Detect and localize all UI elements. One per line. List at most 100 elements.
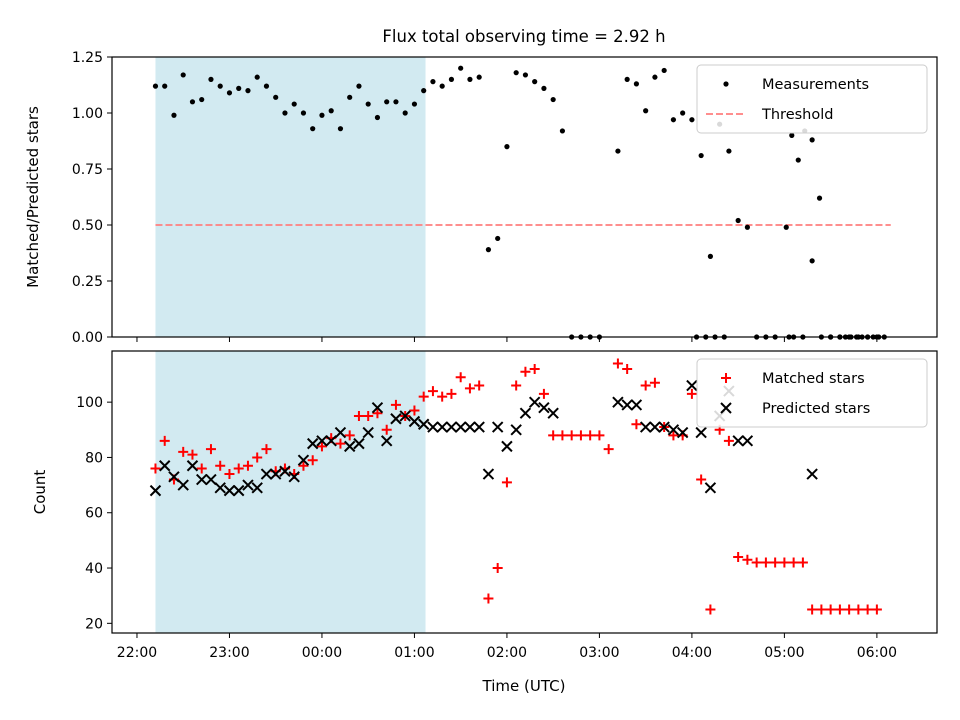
- predicted-stars-point: [704, 482, 717, 494]
- predicted-stars-point: [612, 396, 624, 408]
- predicted-stars-point: [233, 484, 245, 497]
- predicted-stars-point: [186, 460, 199, 472]
- predicted-stars-point: [223, 484, 236, 497]
- measurement-point: [643, 108, 649, 114]
- measurement-point: [495, 235, 501, 242]
- predicted-stars-point: [686, 379, 698, 392]
- matched-stars-point: [871, 604, 882, 615]
- matched-stars-point: [390, 399, 401, 410]
- predicted-stars-point: [464, 421, 476, 433]
- measurement-point: [670, 117, 677, 123]
- matched-stars-point: [723, 435, 734, 446]
- matched-stars-point: [603, 444, 614, 455]
- measurement-point: [254, 74, 260, 80]
- measurement-point: [485, 247, 492, 253]
- predicted-stars-point: [547, 407, 559, 419]
- predicted-stars-point: [316, 435, 328, 447]
- measurement-point: [319, 112, 325, 118]
- matched-stars-point: [178, 446, 189, 457]
- x-tick-label: 06:00: [857, 645, 897, 661]
- x-tick-label: 02:00: [487, 645, 527, 661]
- predicted-stars-point: [417, 418, 430, 430]
- y-tick-label: 60: [85, 506, 103, 522]
- measurement-point: [365, 101, 371, 107]
- measurement-point: [236, 85, 242, 91]
- matched-stars-point: [381, 424, 392, 435]
- matched-stars-point: [409, 405, 420, 416]
- matched-stars-point: [501, 477, 512, 488]
- legend-label: Predicted stars: [762, 401, 870, 417]
- predicted-stars-point: [658, 421, 670, 433]
- predicted-stars-point: [353, 437, 365, 450]
- matched-stars-point: [770, 557, 781, 568]
- matched-stars-point: [751, 557, 762, 568]
- y-tick-label: 100: [76, 395, 103, 411]
- measurement-point: [384, 99, 390, 105]
- measurement-point: [789, 132, 795, 138]
- predicted-stars-point: [445, 421, 458, 433]
- predicted-stars-point: [380, 435, 393, 447]
- predicted-stars-point: [343, 440, 356, 453]
- matched-stars-point: [705, 604, 716, 615]
- measurement-point: [347, 94, 353, 100]
- measurement-point: [744, 224, 750, 230]
- measurement-point: [707, 253, 714, 259]
- matched-stars-point: [686, 388, 697, 399]
- matched-stars-point: [363, 410, 374, 421]
- measurement-point: [504, 144, 510, 150]
- predicted-stars-point: [667, 424, 680, 436]
- count-panel: 20 40 60 80 100 22:00 23:00 00:00 01:00 02:00 03:0…: [31, 350, 938, 661]
- predicted-stars-point: [501, 440, 513, 453]
- matched-stars-point: [742, 554, 753, 565]
- measurement-point: [439, 83, 445, 89]
- measurement-point: [328, 108, 334, 114]
- matched-stars-point: [557, 430, 568, 441]
- matched-stars-point: [437, 391, 448, 402]
- x-axis-label: Time (UTC): [482, 677, 566, 695]
- matched-stars-point: [797, 557, 808, 568]
- predicted-stars-point: [639, 421, 652, 433]
- measurement-point: [189, 99, 196, 105]
- measurement-point: [393, 99, 399, 105]
- matched-stars-point: [622, 363, 633, 374]
- matched-stars-point: [548, 430, 559, 441]
- predicted-stars-point: [427, 421, 439, 433]
- predicted-stars-point: [334, 426, 347, 439]
- measurement-point: [430, 79, 436, 85]
- legend-box: [696, 358, 928, 428]
- matched-stars-point: [316, 441, 327, 452]
- predicted-stars-point: [482, 468, 495, 480]
- measurement-point: [458, 65, 464, 71]
- measurement-point: [698, 152, 704, 159]
- predicted-stars-point: [510, 424, 522, 436]
- measurement-point: [550, 96, 556, 103]
- matched-stars-point: [353, 410, 364, 421]
- y-tick-label: 80: [85, 450, 103, 466]
- matched-stars-point: [853, 604, 864, 615]
- predicted-stars-point: [288, 471, 300, 483]
- y-tick-label: 0.75: [72, 162, 103, 178]
- plot-frame: [111, 56, 938, 338]
- matched-stars-point: [474, 380, 485, 391]
- matched-stars-point: [335, 438, 346, 449]
- predicted-stars-point: [269, 468, 282, 480]
- measurement-point: [522, 72, 529, 78]
- measurement-point: [615, 148, 621, 154]
- matched-stars-point: [150, 463, 161, 474]
- measurement-point: [633, 81, 640, 87]
- measurement-point: [208, 76, 214, 82]
- predicted-stars-point: [621, 399, 633, 411]
- predicted-stars-point: [325, 435, 337, 447]
- predicted-stars-point: [371, 401, 384, 414]
- predicted-stars-point: [251, 482, 263, 494]
- y-axis-label: Matched/Predicted stars: [24, 106, 42, 288]
- measurement-point: [337, 126, 344, 132]
- predicted-stars-point: [297, 454, 310, 466]
- matched-stars-point: [612, 358, 623, 369]
- measurement-point: [245, 88, 251, 94]
- predicted-stars-point: [676, 426, 689, 439]
- measurement-point: [541, 85, 547, 91]
- matched-stars-point: [242, 460, 253, 471]
- y-axis-label: Count: [31, 470, 49, 515]
- predicted-stars-point: [390, 413, 402, 425]
